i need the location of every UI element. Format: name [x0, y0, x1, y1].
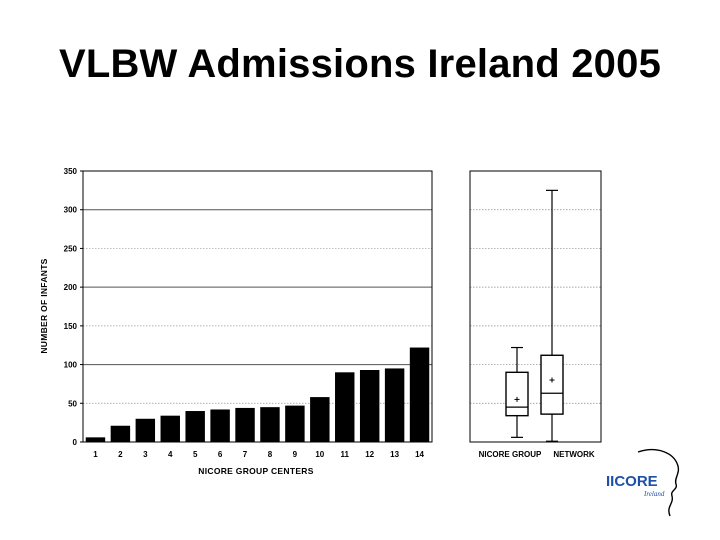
bar: [260, 407, 280, 442]
y-axis-label: NUMBER OF INFANTS: [39, 258, 49, 353]
x-tick-label: 9: [293, 450, 298, 459]
y-tick-label: 200: [64, 283, 78, 292]
y-tick-label: 300: [64, 206, 78, 215]
x-tick-label: 8: [268, 450, 273, 459]
bar: [235, 407, 255, 442]
bar-plot-frame: [82, 170, 433, 443]
box-category-label: NICORE GROUP: [479, 450, 542, 459]
x-tick-label: 5: [193, 450, 198, 459]
bar: [409, 347, 430, 442]
y-tick-label: 250: [64, 244, 78, 253]
bar: [85, 437, 106, 442]
x-tick-label: 2: [118, 450, 123, 459]
y-tick-label: 100: [64, 361, 78, 370]
x-tick-label: 1: [93, 450, 98, 459]
x-tick-label: 10: [315, 450, 324, 459]
slide-title: VLBW Admissions Ireland 2005: [58, 42, 662, 86]
logo-word: IICORE: [606, 473, 658, 490]
nicore-logo: IICORE Ireland: [606, 448, 680, 517]
box-plot-network: [540, 189, 564, 442]
box-category-label: NETWORK: [553, 450, 595, 459]
bar: [310, 397, 330, 442]
x-tick-label: 3: [143, 450, 148, 459]
x-axis-label: NICORE GROUP CENTERS: [198, 466, 313, 476]
bar: [285, 405, 305, 442]
bar: [110, 425, 131, 442]
box-plot-frame: [469, 170, 602, 443]
x-tick-label: 11: [341, 450, 350, 459]
bar: [160, 415, 180, 442]
bar: [185, 411, 205, 442]
x-tick-label: 14: [415, 450, 424, 459]
x-tick-label: 7: [243, 450, 248, 459]
bar: [335, 372, 355, 442]
box-plot-nicore-group: [505, 346, 529, 438]
bar: [359, 369, 380, 442]
x-tick-label: 6: [218, 450, 223, 459]
x-tick-label: 12: [365, 450, 374, 459]
y-tick-label: 0: [73, 438, 78, 447]
bar: [210, 409, 230, 442]
y-tick-label: 50: [68, 399, 77, 408]
y-tick-label: 350: [64, 167, 78, 176]
iqr-box: [540, 354, 564, 415]
y-tick-label: 150: [64, 322, 78, 331]
x-tick-label: 13: [390, 450, 399, 459]
logo-subtitle: Ireland: [643, 490, 665, 498]
x-tick-label: 4: [168, 450, 173, 459]
boxplot-panel: NICORE GROUP NETWORK: [469, 170, 602, 459]
bar: [384, 368, 405, 442]
iqr-box: [505, 371, 529, 417]
bar: [135, 418, 156, 442]
